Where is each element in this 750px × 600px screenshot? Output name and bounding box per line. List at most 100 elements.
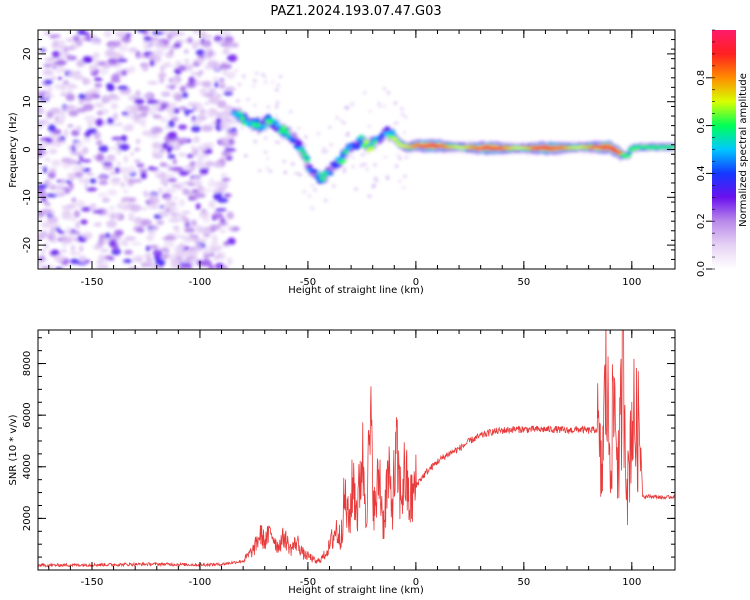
noise-blob <box>82 147 89 155</box>
noise-blob <box>60 92 67 97</box>
noise-blob <box>39 137 52 142</box>
noise-blob <box>152 114 162 119</box>
noise-blob <box>199 173 204 177</box>
noise-blob <box>378 104 382 108</box>
noise-blob <box>224 86 236 92</box>
noise-blob <box>150 126 163 134</box>
noise-blob <box>82 57 93 64</box>
noise-blob <box>50 76 57 81</box>
noise-blob <box>98 264 109 269</box>
noise-blob <box>134 147 141 152</box>
noise-blob <box>220 110 231 118</box>
noise-blob <box>146 203 159 209</box>
noise-blob <box>168 112 174 118</box>
noise-blob <box>44 58 55 63</box>
noise-blob <box>165 174 175 178</box>
ridge-blob <box>262 124 269 129</box>
noise-blob <box>60 249 67 253</box>
noise-blob <box>191 189 200 193</box>
noise-blob <box>168 30 179 38</box>
noise-blob <box>164 188 177 193</box>
noise-blob <box>141 130 153 137</box>
noise-blob <box>137 30 147 33</box>
noise-blob <box>84 115 96 122</box>
noise-blob <box>218 157 226 164</box>
noise-blob <box>115 31 127 38</box>
noise-blob <box>58 110 67 118</box>
noise-blob <box>91 39 97 46</box>
noise-blob <box>89 88 101 94</box>
noise-blob <box>100 248 109 253</box>
noise-blob <box>128 47 138 53</box>
noise-blob <box>175 70 182 75</box>
noise-blob <box>142 259 155 265</box>
noise-blob <box>49 133 61 140</box>
noise-blob <box>156 220 165 225</box>
noise-blob <box>215 93 222 99</box>
noise-blob <box>169 49 174 54</box>
noise-blob <box>223 91 234 96</box>
snr-xtick-label: 100 <box>622 577 641 588</box>
noise-blob <box>69 151 81 155</box>
noise-blob <box>402 186 406 189</box>
noise-blob <box>209 224 221 231</box>
noise-blob <box>383 155 387 159</box>
ridge-blob <box>283 130 290 135</box>
noise-blob <box>363 91 367 95</box>
noise-blob <box>180 39 188 43</box>
noise-blob <box>107 212 113 219</box>
noise-blob <box>268 169 272 173</box>
noise-blob <box>153 50 163 58</box>
noise-blob <box>80 159 92 163</box>
noise-blob <box>192 136 200 144</box>
ridge-blob <box>277 129 285 134</box>
noise-blob <box>38 261 43 269</box>
snr-xtick-label: -150 <box>81 577 104 588</box>
noise-blob <box>191 125 201 133</box>
noise-blob <box>123 115 135 119</box>
noise-blob <box>122 37 131 43</box>
ridge-blob <box>327 171 334 176</box>
noise-blob <box>58 39 66 48</box>
noise-blob <box>48 148 58 154</box>
snr-xtick-label: -50 <box>300 577 316 588</box>
colorbar-tick-label: 0.4 <box>696 165 707 181</box>
noise-blob <box>65 180 72 184</box>
noise-blob <box>382 87 387 90</box>
noise-blob <box>394 164 399 168</box>
noise-blob <box>351 165 355 169</box>
noise-blob <box>261 73 265 77</box>
noise-blob <box>276 100 280 104</box>
snr-ytick-label: 6000 <box>22 402 33 427</box>
noise-blob <box>178 265 186 269</box>
noise-blob <box>149 59 155 67</box>
noise-blob <box>191 257 197 266</box>
noise-blob <box>38 141 49 148</box>
spectrogram-xtick-label: 50 <box>517 277 530 288</box>
noise-blob <box>132 256 138 264</box>
noise-blob <box>87 120 93 128</box>
noise-blob <box>122 124 132 132</box>
noise-blob <box>106 220 118 228</box>
noise-blob <box>350 102 354 106</box>
noise-blob <box>110 103 119 110</box>
noise-blob <box>39 230 48 239</box>
noise-blob <box>96 110 103 116</box>
noise-blob <box>178 152 187 158</box>
snr-panel: -150 -100 -50 0 50 100 2000 4000 6000 8000 Height… <box>8 329 676 596</box>
noise-blob <box>134 159 141 164</box>
snr-ytick-label: 4000 <box>22 454 33 479</box>
noise-blob <box>194 193 206 198</box>
noise-blob <box>85 172 95 176</box>
noise-blob <box>79 220 88 225</box>
noise-blob <box>95 118 104 127</box>
noise-blob <box>228 131 237 137</box>
ridge-blob <box>298 148 306 153</box>
noise-blob <box>178 199 185 207</box>
noise-blob <box>208 96 219 105</box>
noise-blob <box>102 162 113 166</box>
noise-blob <box>371 185 375 189</box>
noise-blob <box>197 73 202 78</box>
noise-blob <box>186 154 194 159</box>
